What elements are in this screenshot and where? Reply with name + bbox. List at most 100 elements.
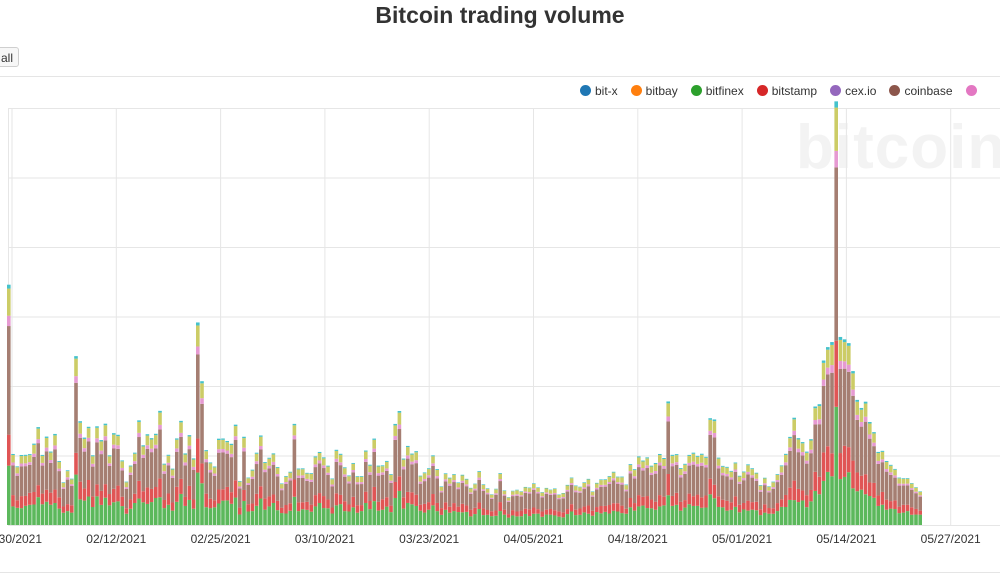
bar-segment-unnamed_olive <box>385 461 389 469</box>
bar-segment-unnamed_olive <box>19 456 24 464</box>
bar-segment-unnamed_cyan <box>82 437 87 439</box>
bar-segment-bitfinex <box>498 511 502 525</box>
bar-segment-unnamed_pink <box>120 467 124 471</box>
bar-segment-bitstamp <box>385 497 389 507</box>
zoom-all-button[interactable]: all <box>0 47 19 67</box>
bar-segment-unnamed_pink <box>754 478 759 481</box>
bar-segment-bitstamp <box>742 502 746 510</box>
bar-segment-unnamed_pink <box>460 480 465 483</box>
bar-segment-unnamed_olive <box>154 435 158 445</box>
bar-segment-bitstamp <box>431 494 435 506</box>
bar-segment-bitstamp <box>19 496 24 509</box>
bar-segment-unnamed_cyan <box>380 465 385 467</box>
bar-segment-coinbase <box>410 464 414 493</box>
bar-segment-unnamed_olive <box>607 476 612 482</box>
bar-segment-coinbase <box>91 466 95 497</box>
bar-segment-unnamed_cyan <box>721 465 725 467</box>
bar-segment-coinbase <box>754 480 759 502</box>
bar-segment-unnamed_cyan <box>561 492 565 494</box>
legend-item-bit-x[interactable]: bit-x <box>580 84 618 98</box>
bar-segment-unnamed_pink <box>23 463 28 467</box>
bar-segment-coinbase <box>431 465 435 495</box>
bar-segment-unnamed_olive <box>364 451 368 460</box>
bar-segment-bitfinex <box>851 488 855 525</box>
bar-segment-unnamed_cyan <box>95 426 99 428</box>
legend-item-bitbay[interactable]: bitbay <box>630 84 678 98</box>
bar-segment-bitstamp <box>410 492 414 505</box>
bar-segment-unnamed_pink <box>309 479 313 482</box>
bar-segment-bitfinex <box>821 480 826 525</box>
bar-segment-unnamed_pink <box>523 491 528 493</box>
bar-segment-bitfinex <box>611 510 616 525</box>
legend-item-coinbase[interactable]: coinbase <box>889 84 953 98</box>
bar-segment-unnamed_pink <box>859 421 864 427</box>
bar-segment-unnamed_pink <box>809 449 813 454</box>
bar-segment-bitstamp <box>670 495 675 506</box>
bar-segment-bitstamp <box>196 438 200 473</box>
bar-segment-bitstamp <box>784 494 788 508</box>
bar-segment-bitstamp <box>170 502 175 511</box>
bar-segment-unnamed_cyan <box>842 339 847 343</box>
bar-segment-unnamed_pink <box>746 471 750 475</box>
bar-segment-bitfinex <box>918 514 922 525</box>
bar-segment-bitfinex <box>616 511 620 525</box>
bar-segment-coinbase <box>502 495 507 510</box>
bar-segment-bitstamp <box>578 508 582 515</box>
bar-segment-unnamed_pink <box>586 484 591 487</box>
bar-segment-unnamed_olive <box>481 484 486 490</box>
x-tick-label: 05/01/2021 <box>712 532 772 546</box>
legend-item-bitstamp[interactable]: bitstamp <box>756 84 817 98</box>
bar-segment-coinbase <box>74 382 78 453</box>
bar-segment-bitfinex <box>733 506 738 525</box>
bar-segment-bitfinex <box>141 502 145 525</box>
bar-segment-bitstamp <box>859 475 864 490</box>
bar-segment-bitstamp <box>250 503 255 512</box>
bar-segment-unnamed_cyan <box>733 462 738 464</box>
bar-segment-bitfinex <box>99 504 103 525</box>
bar-segment-unnamed_cyan <box>343 467 347 469</box>
bar-segment-bitstamp <box>355 505 360 513</box>
bar-segment-unnamed_pink <box>611 478 616 481</box>
bar-segment-unnamed_olive <box>712 421 717 433</box>
bar-segment-bitstamp <box>120 496 124 507</box>
bar-segment-unnamed_olive <box>347 476 351 482</box>
bar-segment-unnamed_pink <box>506 500 511 502</box>
bar-segment-bitstamp <box>364 491 368 503</box>
bar-segment-unnamed_cyan <box>166 454 171 456</box>
bar-segment-bitstamp <box>242 489 246 501</box>
bar-segment-unnamed_cyan <box>19 454 24 457</box>
bar-segment-unnamed_olive <box>217 439 221 450</box>
bar-segment-bitfinex <box>519 516 523 525</box>
bar-segment-bitstamp <box>637 495 641 507</box>
bar-segment-bitfinex <box>670 505 675 525</box>
bar-segment-unnamed_cyan <box>775 474 780 475</box>
bar-segment-bitstamp <box>683 500 687 508</box>
bar-segment-bitstamp <box>872 482 876 498</box>
bar-segment-coinbase <box>918 496 922 511</box>
bar-segment-coinbase <box>179 436 183 479</box>
bar-segment-bitstamp <box>221 489 225 501</box>
bar-segment-unnamed_cyan <box>359 476 364 477</box>
bar-segment-bitstamp <box>540 511 544 517</box>
legend-item-cex.io[interactable]: cex.io <box>830 84 876 98</box>
bar-segment-coinbase <box>611 480 616 504</box>
legend-item-unnamed-6[interactable] <box>965 84 981 98</box>
bar-segment-unnamed_olive <box>145 435 150 446</box>
bar-segment-unnamed_olive <box>544 488 549 493</box>
bar-segment-unnamed_pink <box>427 475 431 478</box>
bar-segment-bitfinex <box>183 505 187 525</box>
bar-segment-unnamed_cyan <box>154 433 158 436</box>
bar-segment-coinbase <box>259 449 263 487</box>
bar-segment-bitstamp <box>435 502 439 512</box>
bar-segment-unnamed_cyan <box>317 451 322 454</box>
bar-segment-bitstamp <box>565 509 570 515</box>
bar-segment-unnamed_olive <box>452 474 456 481</box>
bar-segment-unnamed_pink <box>855 414 859 420</box>
bar-segment-bitfinex <box>779 506 784 525</box>
bar-segment-bitfinex <box>586 513 591 525</box>
bar-segment-unnamed_olive <box>889 465 893 473</box>
legend-item-bitfinex[interactable]: bitfinex <box>690 84 744 98</box>
bar-segment-unnamed_cyan <box>44 436 49 438</box>
bar-segment-unnamed_olive <box>112 434 116 445</box>
bar-segment-unnamed_pink <box>154 444 158 449</box>
